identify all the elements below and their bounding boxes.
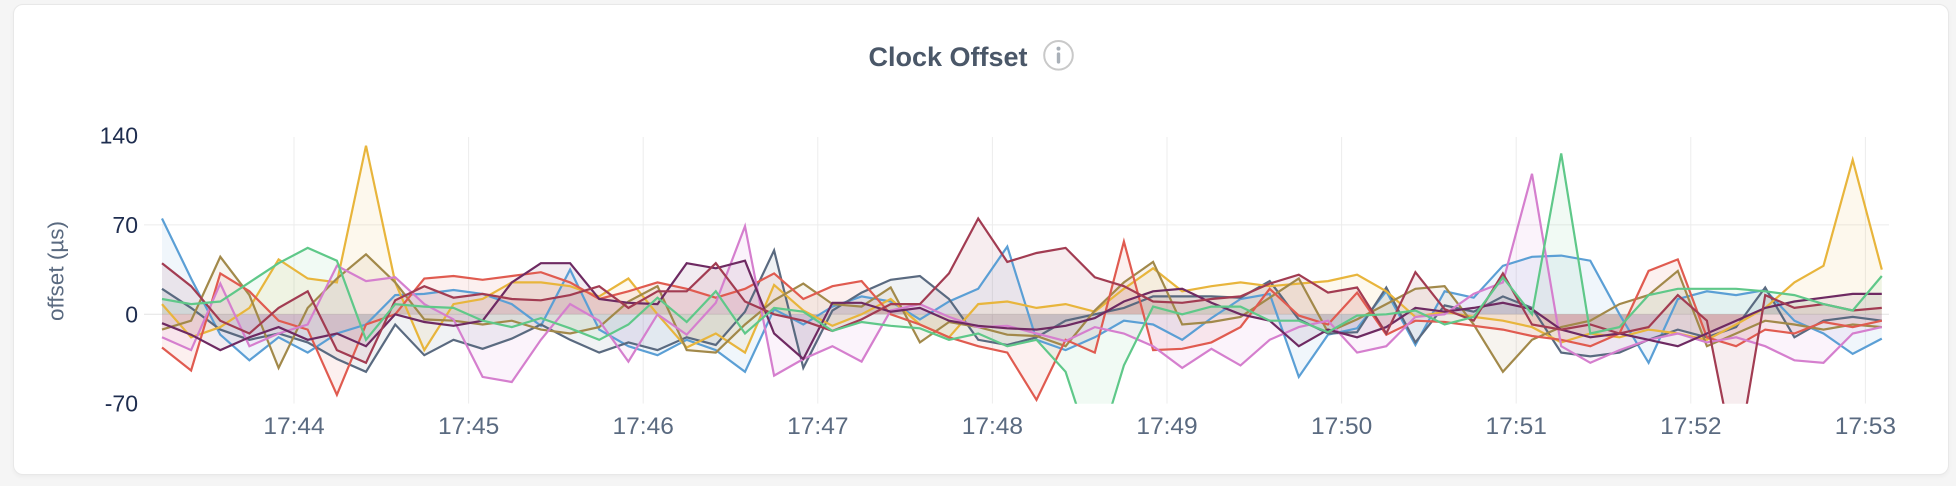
svg-text:17:53: 17:53 (1835, 413, 1896, 440)
svg-text:17:49: 17:49 (1136, 413, 1197, 440)
svg-text:Clock Offset: Clock Offset (868, 42, 1027, 72)
svg-text:17:45: 17:45 (438, 413, 499, 440)
svg-text:-70: -70 (105, 391, 138, 417)
svg-text:70: 70 (112, 212, 138, 238)
svg-text:17:48: 17:48 (962, 413, 1023, 440)
svg-text:140: 140 (100, 123, 138, 149)
svg-text:17:44: 17:44 (263, 413, 324, 440)
svg-text:offset (µs): offset (µs) (44, 221, 69, 321)
svg-text:0: 0 (125, 301, 138, 327)
svg-text:17:50: 17:50 (1311, 413, 1372, 440)
svg-text:17:46: 17:46 (613, 413, 674, 440)
svg-text:17:51: 17:51 (1486, 413, 1547, 440)
svg-text:17:52: 17:52 (1660, 413, 1721, 440)
svg-text:17:47: 17:47 (787, 413, 848, 440)
